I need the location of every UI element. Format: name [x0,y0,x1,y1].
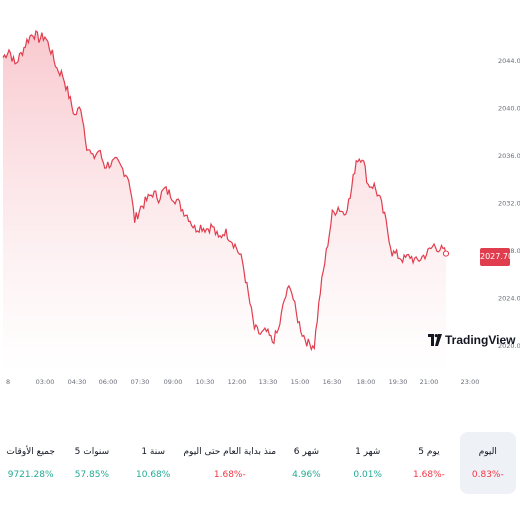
x-tick-label: 12:00 [228,378,247,386]
x-tick-label: 03:00 [36,378,55,386]
y-tick-label: 2044.00 [498,57,520,65]
y-tick-label: 2020.00 [498,342,520,350]
period-6-months[interactable]: 6 شهر 4.96% [276,432,337,494]
chart-canvas[interactable]: 2020.002024.002028.002032.002036.002040.… [0,0,520,392]
x-tick-label: 21:00 [420,378,439,386]
period-label: جميع الأوقات [6,446,55,457]
y-tick-label: 2024.00 [498,295,520,303]
period-5-years[interactable]: 5 سنوات 57.85% [61,432,122,494]
period-value: 1.68%- [413,469,445,480]
x-tick-label: 13:30 [259,378,278,386]
tradingview-logo[interactable]: TradingView [428,333,515,347]
period-value: 1.68%- [213,469,246,480]
x-tick-label: 06:00 [99,378,118,386]
period-label: 6 شهر [293,446,320,457]
period-value: 9721.28% [7,469,54,480]
x-tick-label: 15:00 [291,378,310,386]
y-tick-label: 2032.00 [498,200,520,208]
x-tick-label: 8 [6,378,10,386]
period-all-time[interactable]: جميع الأوقات 9721.28% [0,432,61,494]
period-label: منذ بداية العام حتى اليوم [183,446,277,457]
y-axis: 2020.002024.002028.002032.002036.002040.… [498,57,520,350]
x-tick-label: 19:30 [389,378,408,386]
x-tick-label: 09:00 [164,378,183,386]
x-tick-label: 07:30 [131,378,150,386]
period-value: 10.68% [136,469,171,480]
period-value: 57.85% [74,469,110,480]
period-1-year[interactable]: 1 سنة 10.68% [123,432,184,494]
period-ytd[interactable]: منذ بداية العام حتى اليوم 1.68%- [183,432,277,494]
price-chart[interactable]: 2020.002024.002028.002032.002036.002040.… [0,0,520,392]
period-label: 1 شهر [355,446,381,457]
period-value: 0.83%- [471,469,504,480]
x-axis: 8 03:00 04:30 06:00 07:30 09:00 10:30 12:00 13:3… [6,378,479,386]
period-value: 4.96% [292,469,321,480]
period-5-days[interactable]: 5 يوم 1.68%- [398,432,459,494]
period-1-month[interactable]: 1 شهر 0.01% [337,432,398,494]
period-label: 5 يوم [418,446,440,457]
y-tick-label: 2040.00 [498,105,520,113]
x-tick-label: 04:30 [68,378,87,386]
period-today[interactable]: اليوم 0.83%- [459,432,516,494]
last-price-badge: 2027.70 [480,248,513,266]
period-label: 1 سنة [141,446,165,457]
period-label: اليوم [478,446,497,457]
tradingview-icon [428,334,442,346]
y-tick-label: 2036.00 [498,152,520,160]
price-area-fill [3,31,446,372]
x-tick-label: 18:00 [357,378,376,386]
series-layer [2,29,450,372]
price-line [2,29,447,352]
tradingview-wordmark: TradingView [445,333,516,347]
last-price-marker [442,250,450,257]
performance-periods: اليوم 0.83%- 5 يوم 1.68%- 1 شهر 0.01% 6 … [0,432,520,494]
x-tick-label: 23:00 [461,378,480,386]
x-tick-label: 10:30 [196,378,215,386]
period-label: 5 سنوات [74,446,110,457]
period-value: 0.01% [353,469,382,480]
x-tick-label: 16:30 [323,378,342,386]
